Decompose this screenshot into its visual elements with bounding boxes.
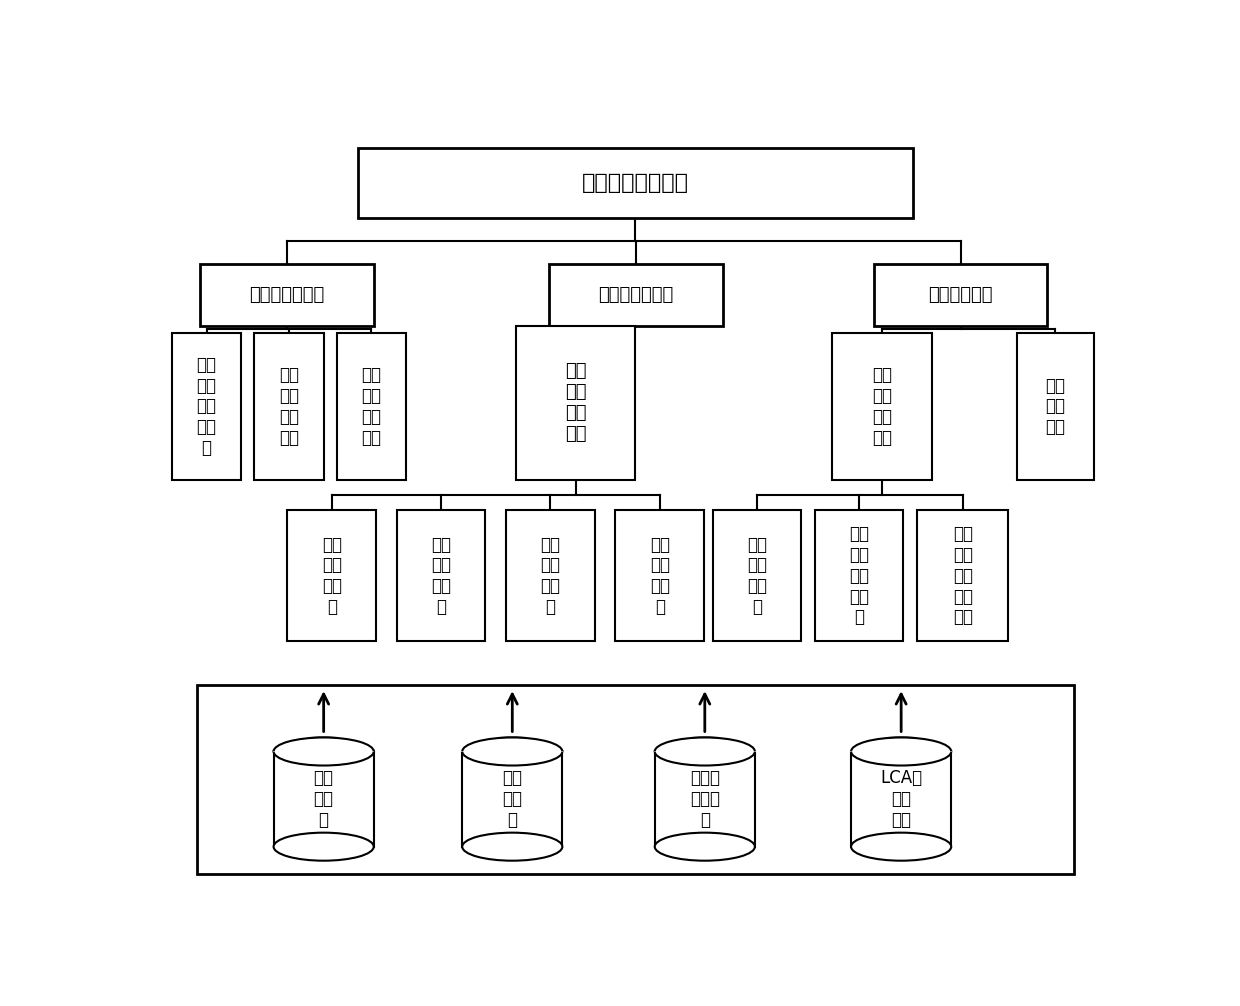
- Text: 组件
低碳
设计
单元: 组件 低碳 设计 单元: [872, 366, 892, 447]
- Text: 工艺
设计
子单
元: 工艺 设计 子单 元: [541, 535, 560, 616]
- Ellipse shape: [655, 737, 755, 766]
- FancyBboxPatch shape: [274, 751, 373, 847]
- FancyBboxPatch shape: [874, 264, 1048, 326]
- FancyBboxPatch shape: [1017, 333, 1094, 480]
- Text: 零件
低碳
设计
单元: 零件 低碳 设计 单元: [565, 362, 587, 443]
- Text: 特征工
艺数据
库: 特征工 艺数据 库: [689, 770, 719, 829]
- Text: 设计
建议
单元: 设计 建议 单元: [1045, 376, 1065, 437]
- FancyBboxPatch shape: [655, 751, 755, 847]
- FancyBboxPatch shape: [197, 685, 1074, 874]
- Text: 低碳设计集成系统: 低碳设计集成系统: [582, 173, 689, 193]
- FancyBboxPatch shape: [918, 510, 1008, 641]
- FancyBboxPatch shape: [461, 736, 563, 751]
- FancyBboxPatch shape: [653, 736, 755, 751]
- FancyBboxPatch shape: [851, 736, 952, 751]
- Ellipse shape: [463, 833, 563, 861]
- FancyBboxPatch shape: [358, 149, 913, 217]
- FancyBboxPatch shape: [851, 751, 951, 847]
- Text: 材料
数据
库: 材料 数据 库: [502, 770, 522, 829]
- Text: 低碳设计模块: 低碳设计模块: [929, 286, 993, 304]
- FancyBboxPatch shape: [615, 510, 704, 641]
- Text: 组件
零件
信息
子单
元: 组件 零件 信息 子单 元: [849, 525, 869, 627]
- Text: 组件
装配
子单
元: 组件 装配 子单 元: [746, 535, 766, 616]
- Text: 典型
零件
查询
单元: 典型 零件 查询 单元: [279, 366, 299, 447]
- FancyBboxPatch shape: [254, 333, 324, 480]
- FancyBboxPatch shape: [832, 333, 932, 480]
- Text: 参数化设计模块: 参数化设计模块: [598, 286, 673, 304]
- Ellipse shape: [851, 833, 951, 861]
- Ellipse shape: [463, 737, 563, 766]
- Text: LCA基
础数
据库: LCA基 础数 据库: [880, 770, 923, 829]
- FancyBboxPatch shape: [463, 751, 563, 847]
- Text: 材料
选择
子单
元: 材料 选择 子单 元: [432, 535, 451, 616]
- FancyBboxPatch shape: [337, 333, 405, 480]
- FancyBboxPatch shape: [815, 510, 904, 641]
- Text: 组件
碳排
放分
布子
单元: 组件 碳排 放分 布子 单元: [952, 525, 972, 627]
- FancyBboxPatch shape: [201, 264, 373, 326]
- FancyBboxPatch shape: [397, 510, 485, 641]
- FancyBboxPatch shape: [172, 333, 242, 480]
- Ellipse shape: [655, 833, 755, 861]
- Text: 汽车
典型
零件
库单
元: 汽车 典型 零件 库单 元: [197, 356, 217, 457]
- FancyBboxPatch shape: [273, 736, 374, 751]
- FancyBboxPatch shape: [288, 510, 376, 641]
- Text: 典型
零件
预览
单元: 典型 零件 预览 单元: [361, 366, 382, 447]
- Ellipse shape: [274, 737, 373, 766]
- Text: 零件
实例
库: 零件 实例 库: [314, 770, 334, 829]
- Text: 零件
选择
子单
元: 零件 选择 子单 元: [321, 535, 342, 616]
- FancyBboxPatch shape: [516, 326, 635, 480]
- Text: 零件实例库模块: 零件实例库模块: [249, 286, 325, 304]
- Ellipse shape: [851, 737, 951, 766]
- FancyBboxPatch shape: [713, 510, 801, 641]
- Text: 影响
分布
子单
元: 影响 分布 子单 元: [650, 535, 670, 616]
- FancyBboxPatch shape: [549, 264, 723, 326]
- Ellipse shape: [274, 833, 373, 861]
- FancyBboxPatch shape: [506, 510, 595, 641]
